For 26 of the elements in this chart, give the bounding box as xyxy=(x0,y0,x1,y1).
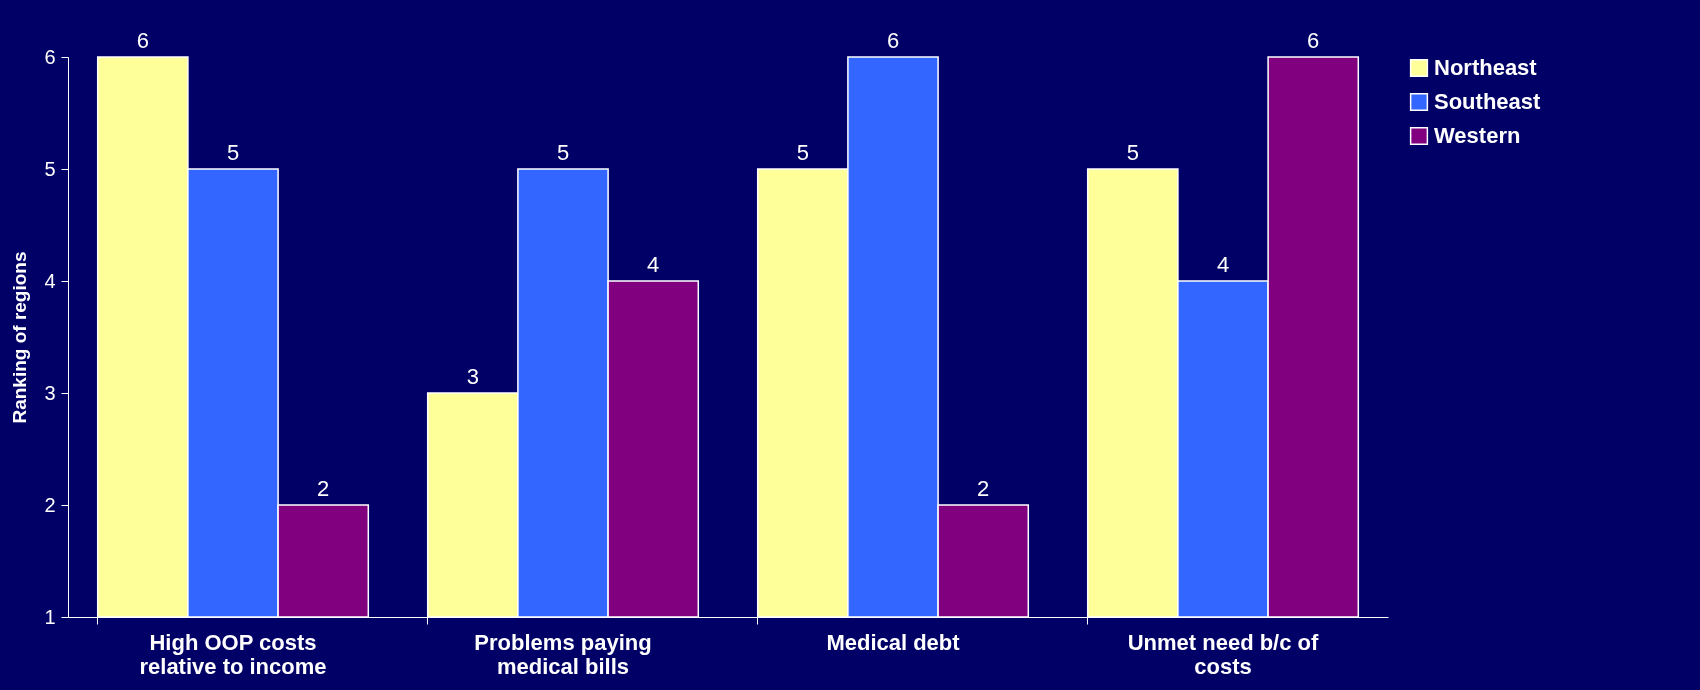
y-tick-label: 2 xyxy=(44,493,56,516)
data-label: 2 xyxy=(977,476,990,501)
x-tick-label: Unmet need b/c of costs xyxy=(1127,629,1320,679)
y-tick-label: 5 xyxy=(44,157,56,180)
x-tick-label: Medical debt xyxy=(826,629,961,655)
legend-label: Western xyxy=(1434,123,1521,148)
data-label: 6 xyxy=(1307,28,1320,53)
y-tick-label: 6 xyxy=(44,45,56,68)
data-label: 4 xyxy=(647,252,660,277)
data-label: 5 xyxy=(1126,140,1139,165)
y-tick-label: 1 xyxy=(44,605,56,628)
data-label: 4 xyxy=(1216,252,1230,277)
x-tick-label: Problems paying medical bills xyxy=(474,629,652,679)
data-label: 5 xyxy=(796,140,809,165)
legend-label: Southeast xyxy=(1434,89,1542,114)
y-tick-label: 3 xyxy=(44,381,56,404)
legend-label: Northeast xyxy=(1434,55,1538,80)
data-label: 2 xyxy=(317,476,330,501)
x-tick-label: High OOP costs relative to income xyxy=(139,629,327,679)
y-axis-title: Ranking of regions xyxy=(9,251,31,424)
data-label: 6 xyxy=(136,28,149,53)
data-label: 6 xyxy=(886,28,900,53)
data-label: 5 xyxy=(556,140,570,165)
data-label: 5 xyxy=(226,140,240,165)
data-label: 3 xyxy=(466,364,479,389)
y-tick-label: 4 xyxy=(44,269,56,292)
